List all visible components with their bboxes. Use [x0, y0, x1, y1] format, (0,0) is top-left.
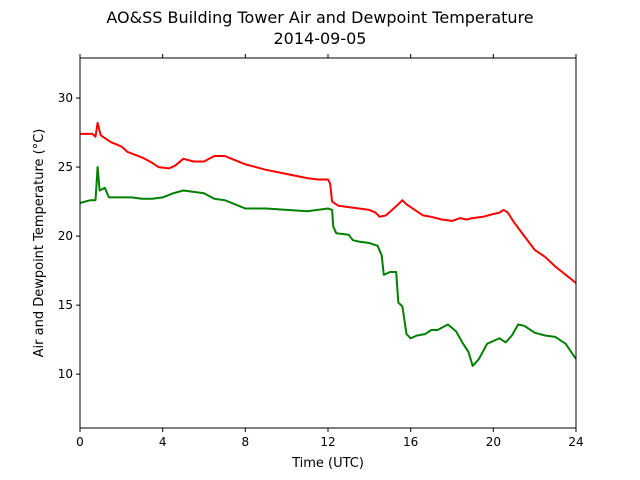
plot-area-frame — [79, 57, 577, 429]
y-tick-label: 10 — [58, 367, 73, 381]
y-tick-label: 30 — [58, 91, 73, 105]
y-axis-label: Air and Dewpoint Temperature (°C) — [32, 129, 47, 358]
axis-ticks: 0 4 8 12 16 20 24 10 15 20 25 30 — [58, 54, 584, 449]
chart-title: AO&SS Building Tower Air and Dewpoint Te… — [106, 8, 534, 27]
x-tick-label: 16 — [403, 435, 418, 449]
x-tick-label: 12 — [320, 435, 335, 449]
x-tick-label: 8 — [242, 435, 250, 449]
y-tick-label: 20 — [58, 229, 73, 243]
x-tick-label: 0 — [76, 435, 84, 449]
y-tick-label: 15 — [58, 298, 73, 312]
x-tick-label: 20 — [486, 435, 501, 449]
series-line-2 — [79, 166, 577, 367]
chart-subtitle-date: 2014-09-05 — [273, 29, 367, 48]
y-tick-label: 25 — [58, 160, 73, 174]
series-line-1 — [80, 121, 577, 284]
x-tick-label: 4 — [159, 435, 167, 449]
x-axis-label: Time (UTC) — [291, 456, 364, 471]
x-tick-label: 24 — [568, 435, 583, 449]
series-layer — [79, 121, 577, 367]
